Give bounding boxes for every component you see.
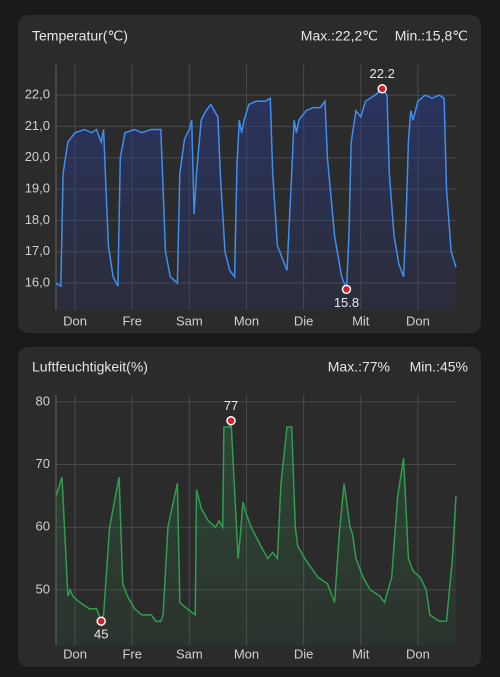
x-tick-label: Mon [234,313,259,328]
value-label: 45 [94,627,108,642]
x-tick-label: Fre [122,313,142,328]
x-tick-label: Don [406,646,430,661]
x-tick-label: Fre [122,646,142,661]
x-tick-label: Don [63,313,87,328]
y-tick-label: 21,0 [25,118,50,133]
y-tick-label: 17,0 [25,243,50,258]
y-tick-label: 16,0 [25,274,50,289]
y-tick-label: 18,0 [25,212,50,227]
x-tick-label: Mit [352,646,370,661]
x-tick-label: Mon [234,646,259,661]
x-tick-label: Sam [176,313,203,328]
marker [96,616,106,626]
marker [341,284,352,295]
y-tick-label: 80 [36,393,50,408]
y-tick-label: 19,0 [25,181,50,196]
y-tick-label: 60 [36,519,50,534]
chart-title: Temperatur(℃) [32,28,128,44]
x-tick-label: Mit [352,313,370,328]
value-label: 15.8 [334,295,359,310]
area [56,88,456,310]
line [55,87,457,290]
marker [377,84,387,94]
min-label: Min.:45% [410,359,468,375]
chart-title: Luftfeuchtigkeit(%) [32,359,148,375]
marker [226,415,236,426]
value-label: 22.2 [370,66,395,81]
min-label: Min.:15,8℃ [395,28,468,44]
y-tick-label: 22,0 [25,87,50,102]
y-tick-label: 20,0 [25,149,50,164]
value-label: 77 [224,398,238,413]
x-tick-label: Don [63,646,87,661]
y-tick-label: 70 [36,456,50,471]
x-tick-label: Sam [176,646,203,661]
x-tick-label: Die [294,646,314,661]
max-label: Max.:77% [328,359,390,375]
area [56,420,456,645]
x-tick-label: Don [406,313,430,328]
line [55,420,457,624]
max-label: Max.:22,2℃ [301,28,378,44]
x-tick-label: Die [294,313,314,328]
y-tick-label: 50 [36,581,50,596]
